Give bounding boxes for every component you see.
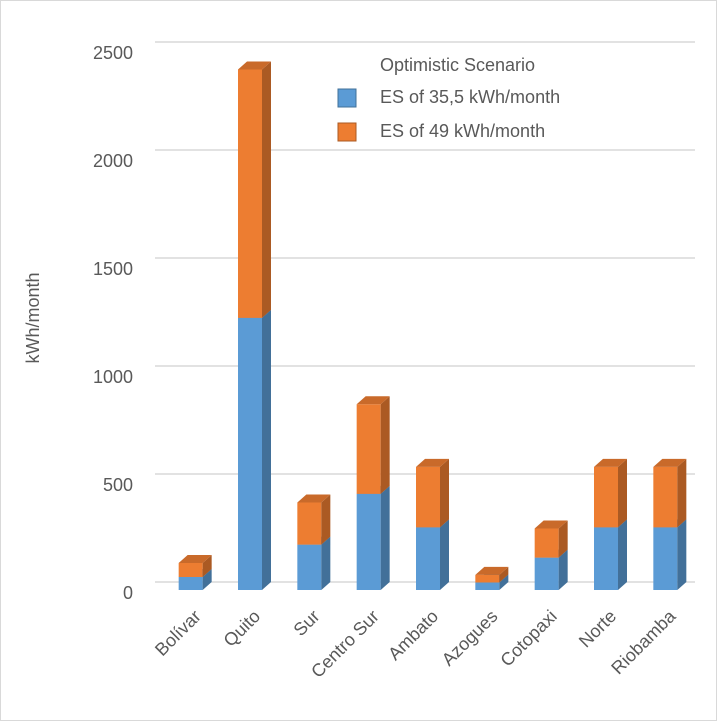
bar-front: [416, 527, 440, 590]
bar-segment: [594, 458, 627, 528]
bar-side: [321, 494, 331, 545]
bar-side: [677, 519, 687, 590]
bar-segment: [594, 519, 627, 590]
bar-front: [297, 502, 322, 545]
bar-segment: [238, 309, 271, 590]
bar-front: [534, 528, 559, 558]
bar-front: [475, 582, 500, 590]
bar-segment: [178, 555, 212, 578]
legend-title: Optimistic Scenario: [380, 55, 535, 75]
bar-top: [238, 61, 271, 70]
bar-front: [178, 577, 203, 590]
bar-front: [416, 466, 440, 528]
bar-side: [677, 458, 687, 528]
bar-side: [262, 309, 271, 590]
y-tick-label: 500: [103, 475, 133, 495]
bar-segment: [297, 494, 331, 545]
bar-front: [356, 493, 381, 590]
bar-segment: [416, 519, 449, 590]
bar-segment: [416, 458, 449, 528]
bar-front: [594, 527, 618, 590]
bar-side: [440, 519, 449, 590]
bar-side: [380, 396, 390, 494]
y-tick-label: 1500: [93, 259, 133, 279]
bar-segment: [297, 536, 331, 590]
legend-swatch: [337, 88, 357, 108]
bar-top: [356, 396, 390, 405]
legend-label: ES of 35,5 kWh/month: [380, 87, 560, 107]
bar-side: [618, 519, 627, 590]
bar-top: [534, 520, 568, 529]
bar-front: [238, 69, 262, 318]
y-axis-title: kWh/month: [23, 272, 43, 363]
bar-side: [321, 536, 331, 590]
bar-side: [558, 549, 568, 590]
y-tick-label: 1000: [93, 367, 133, 387]
bar-top: [178, 555, 212, 563]
y-tick-label: 0: [123, 583, 133, 603]
bar-segment: [356, 396, 390, 494]
bar-side: [202, 569, 212, 590]
bar-front: [178, 563, 203, 578]
bar-side: [440, 458, 449, 528]
bar-front: [534, 557, 559, 590]
bar-front: [653, 466, 678, 528]
bar-top: [653, 458, 687, 467]
bar-side: [262, 61, 271, 318]
bar-top: [297, 494, 331, 503]
bar-front: [594, 466, 618, 528]
bar-side: [499, 574, 509, 590]
bar-top: [475, 566, 509, 575]
bar-side: [380, 485, 390, 590]
y-tick-label: 2000: [93, 151, 133, 171]
bar-side: [202, 555, 212, 578]
bar-segment: [475, 566, 509, 583]
legend-swatch: [337, 122, 357, 142]
bar-side: [558, 520, 568, 558]
y-tick-label: 2500: [93, 43, 133, 63]
bar-front: [238, 317, 262, 590]
legend-label: ES of 49 kWh/month: [380, 121, 545, 141]
bar-front: [653, 527, 678, 590]
bar-segment: [356, 485, 390, 590]
bar-side: [618, 458, 627, 528]
bar-top: [594, 458, 627, 467]
bar-front: [297, 544, 322, 590]
bar-segment: [238, 61, 271, 318]
bar-segment: [653, 519, 687, 590]
bar-side: [499, 566, 509, 583]
bar-top: [416, 458, 449, 467]
bar-segment: [534, 520, 568, 558]
bar-front: [356, 404, 381, 494]
bar-front: [475, 574, 500, 583]
bar-segment: [653, 458, 687, 528]
